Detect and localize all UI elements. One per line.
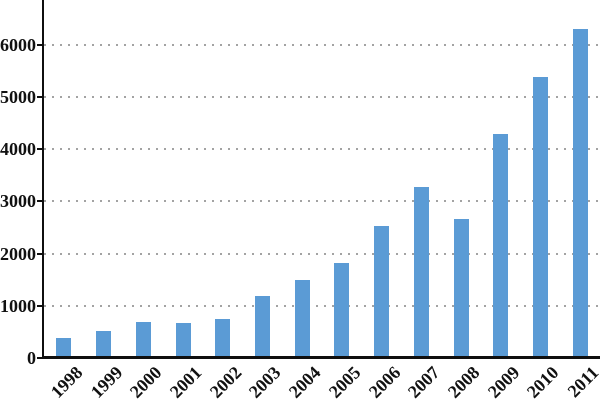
x-tick-label-2008: 2008 [443,362,484,400]
y-axis-tick-1000 [37,304,44,307]
bar-2007 [413,187,429,358]
bar-1999 [96,330,112,358]
x-tick-label-1998: 1998 [46,362,87,400]
y-axis-tick-2000 [37,252,44,255]
x-tick-label-2003: 2003 [245,362,285,400]
y-tick-label-1000: 1000 [0,295,36,316]
y-axis-line [42,0,44,359]
x-tick-label-2005: 2005 [324,362,365,400]
y-axis-tick-0 [37,357,44,359]
y-axis-tick-5000 [37,96,44,99]
bar-2008 [453,219,469,358]
y-tick-label-4000: 4000 [0,139,36,160]
bar-2004 [294,279,310,358]
bar-2011 [572,29,588,358]
y-axis-tick-6000 [37,43,44,46]
gridline-5000 [44,96,600,99]
x-tick-label-2010: 2010 [523,362,563,400]
bar-1998 [56,337,72,358]
y-tick-label-6000: 6000 [0,34,36,55]
x-tick-label-2011: 2011 [563,362,600,400]
plot-area [44,0,600,358]
x-tick-label-2001: 2001 [165,362,206,400]
bar-2010 [532,77,548,358]
bar-2002 [215,319,231,358]
bar-2009 [493,134,509,358]
bar-2005 [334,263,350,358]
x-tick-label-2007: 2007 [404,362,444,400]
x-tick-label-1999: 1999 [86,362,127,400]
x-tick-label-2000: 2000 [126,362,166,400]
x-tick-label-2009: 2009 [483,362,524,400]
y-axis-tick-3000 [37,200,44,203]
x-tick-label-2004: 2004 [284,362,325,400]
x-tick-label-2002: 2002 [205,362,246,400]
x-axis-line [42,356,600,359]
y-tick-label-0: 0 [27,348,36,368]
gridline-3000 [44,200,600,203]
gridline-2000 [44,252,600,255]
bar-2003 [254,296,270,358]
x-tick-label-2006: 2006 [364,362,405,400]
bar-2006 [374,226,390,358]
gridline-1000 [44,304,600,307]
gridline-4000 [44,148,600,151]
y-axis-tick-4000 [37,148,44,151]
y-tick-label-3000: 3000 [0,191,36,212]
y-tick-label-2000: 2000 [0,243,36,264]
bar-2000 [135,321,151,358]
y-tick-label-5000: 5000 [0,87,36,108]
gridline-6000 [44,43,600,46]
bar-2001 [175,323,191,358]
